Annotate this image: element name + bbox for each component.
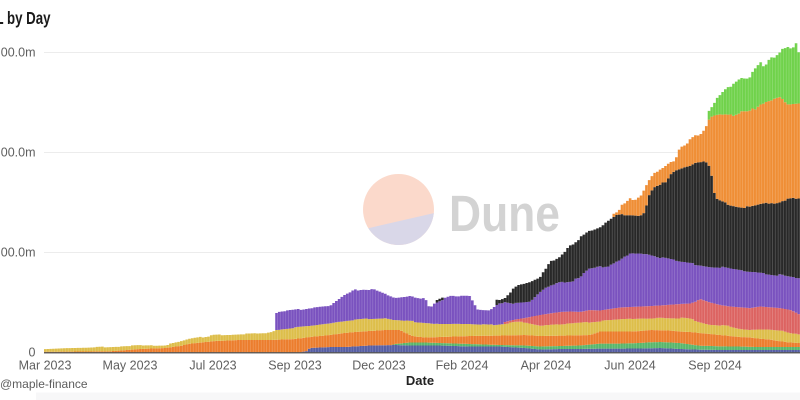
svg-text:00.0m: 00.0m xyxy=(1,46,36,60)
svg-text:0: 0 xyxy=(29,346,36,360)
svg-text:Date: Date xyxy=(406,373,434,388)
svg-text:Apr 2024: Apr 2024 xyxy=(521,359,572,373)
svg-text:Sep 2024: Sep 2024 xyxy=(688,359,742,373)
svg-text:Dune: Dune xyxy=(449,185,560,242)
svg-text:00.0m: 00.0m xyxy=(1,246,36,260)
svg-text:Sep 2023: Sep 2023 xyxy=(268,359,322,373)
svg-text:Dec 2023: Dec 2023 xyxy=(352,359,406,373)
svg-text:TVL by Day: TVL by Day xyxy=(0,8,51,28)
svg-text:00.0m: 00.0m xyxy=(1,146,36,160)
svg-text:Jul 2023: Jul 2023 xyxy=(189,359,236,373)
svg-text:Feb 2024: Feb 2024 xyxy=(436,359,489,373)
svg-text:@maple-finance: @maple-finance xyxy=(0,377,88,391)
svg-text:May 2023: May 2023 xyxy=(103,359,158,373)
svg-text:Mar 2023: Mar 2023 xyxy=(19,359,72,373)
svg-text:Jun 2024: Jun 2024 xyxy=(604,359,655,373)
